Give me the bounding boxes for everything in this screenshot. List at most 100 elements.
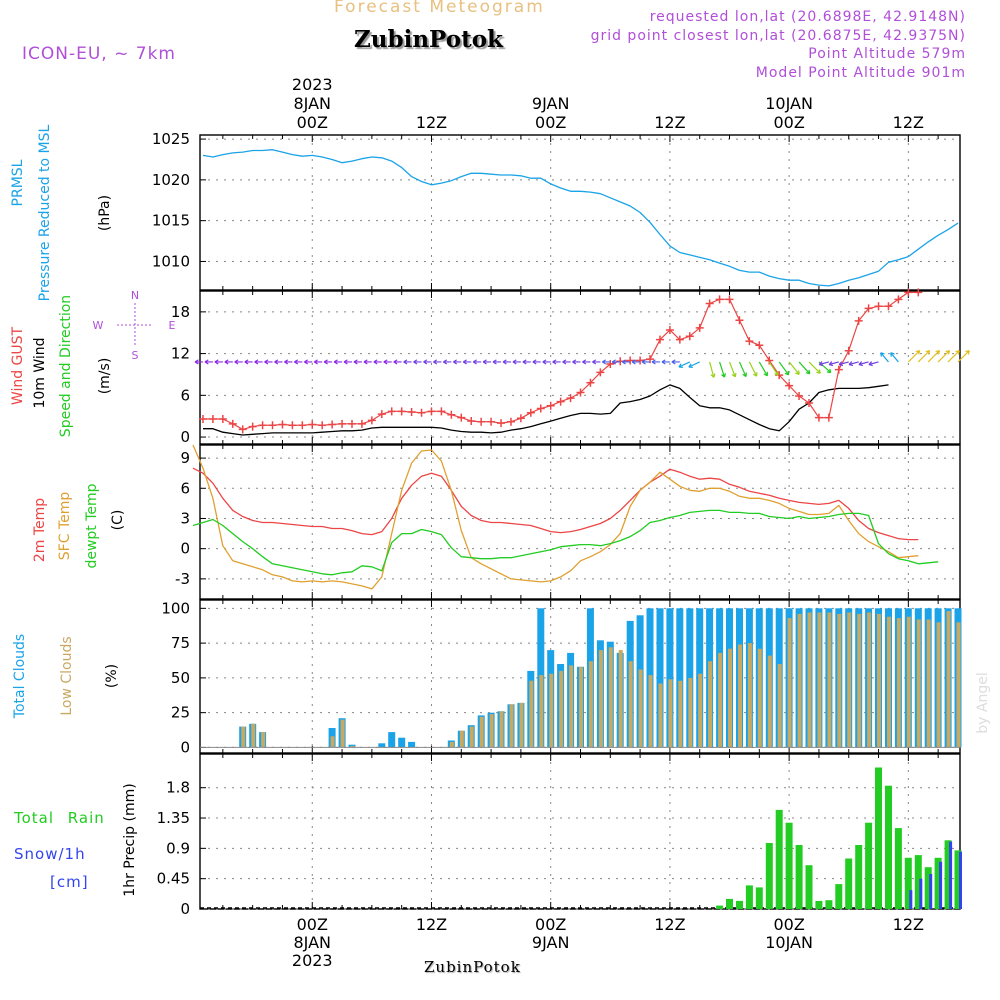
low-cloud-bar (350, 746, 355, 748)
bottom-time-label: 00Z (297, 915, 328, 934)
temp-dewpt-line (192, 509, 939, 576)
low-cloud-bar (837, 613, 842, 748)
top-time-label: 00Z (297, 113, 328, 132)
bottom-time-label: 8JAN (293, 933, 331, 952)
wind-gust-marker (417, 408, 426, 417)
pressure-ytick-label: 1020 (152, 171, 190, 189)
wind-gust-marker (427, 407, 436, 416)
wind-gust-marker (487, 417, 496, 426)
footer-station: ZubinPotok (424, 958, 521, 976)
snow-bar (949, 841, 953, 909)
rain-bar (755, 887, 763, 909)
low-cloud-bar (827, 612, 832, 748)
wind-gust-marker (367, 416, 376, 425)
wind-direction-arrow (194, 359, 203, 365)
top-time-label: 12Z (893, 113, 924, 132)
wind-direction-arrow (641, 359, 651, 365)
low-cloud-bar (926, 619, 931, 748)
wind-direction-arrow (462, 359, 472, 365)
rain-bar (835, 884, 843, 909)
wind-direction-arrow (254, 359, 263, 365)
low-cloud-bar (449, 741, 454, 748)
rain-bar (875, 767, 882, 909)
low-cloud-bar (261, 732, 266, 748)
wind-gust-marker (526, 408, 535, 417)
wind-10m-line (203, 384, 889, 436)
wind-gust-marker (814, 413, 823, 422)
clouds-ytick-label: 25 (171, 704, 190, 722)
wind-direction-arrow (621, 359, 631, 365)
wind-direction-arrow (818, 361, 830, 367)
low-cloud-bar (757, 648, 762, 748)
low-cloud-bar (668, 679, 673, 748)
low-cloud-bar (728, 648, 732, 748)
wind-gust-marker (457, 413, 466, 422)
wind-gust-marker (824, 413, 833, 422)
rain-bar (924, 867, 932, 909)
model-label: ICON-EU, ~ 7km (22, 44, 176, 64)
low-cloud-bar (877, 613, 881, 748)
wind-direction-arrow (552, 359, 561, 365)
wind-gust-marker (477, 417, 486, 426)
wind-panel-frame (199, 290, 961, 445)
wind-direction-arrow (709, 361, 716, 378)
low-cloud-bar (867, 612, 872, 748)
rain-bar (775, 809, 783, 909)
wind-direction-arrow (611, 359, 621, 365)
wind-ytick-label: 12 (171, 345, 190, 363)
low-cloud-bar (956, 622, 961, 748)
wind-direction-arrow (678, 361, 691, 368)
wind-direction-arrow (738, 361, 747, 378)
wind-gust-marker (566, 394, 575, 403)
wind-gust-marker (874, 302, 883, 311)
rain-bar (785, 822, 793, 909)
wind-gust-marker (516, 414, 525, 423)
wind-gust-marker (497, 419, 506, 428)
wind-gust-marker (348, 419, 356, 428)
wind-direction-arrow (442, 359, 452, 365)
wind-gust-marker (447, 410, 456, 419)
total-cloud-bar (656, 608, 664, 748)
wind-direction-arrow (343, 359, 353, 365)
wind-gust-line (203, 291, 919, 430)
wind-gust-marker (198, 414, 207, 423)
wind-direction-arrow (661, 359, 670, 365)
wind-direction-arrow (512, 359, 521, 365)
pressure-ytick-label: 1025 (152, 130, 190, 148)
clouds-ytick-label: 100 (161, 599, 190, 617)
wind-direction-arrow (631, 359, 641, 365)
wind-gust-marker (298, 421, 307, 430)
compass-cross (117, 303, 153, 347)
low-cloud-bar (887, 616, 891, 748)
wind-gust-marker (467, 417, 476, 426)
wind-direction-arrow (234, 359, 243, 365)
low-cloud-bar (718, 652, 723, 748)
low-cloud-bar (787, 618, 792, 748)
low-cloud-bar (579, 666, 583, 748)
wind-gust-marker (357, 419, 366, 428)
product-title: Forecast Meteogram (334, 0, 545, 17)
temp-ytick-label: -3 (175, 570, 190, 588)
pressure-ytick-label: 1015 (152, 212, 190, 230)
low-cloud-bar (539, 675, 544, 748)
temp-sfc-line (192, 444, 919, 590)
wind-direction-arrow (204, 359, 213, 365)
wind-direction-arrow (452, 359, 462, 365)
low-cloud-bar (588, 661, 593, 748)
wind-direction-arrow (917, 350, 931, 363)
low-cloud-bar (489, 714, 494, 748)
wind-gust-marker (546, 401, 555, 410)
wind-gust-marker (884, 302, 893, 311)
top-time-label: 2023 (292, 75, 333, 94)
wind-direction-arrow (244, 359, 253, 365)
total-cloud-bar (388, 732, 396, 748)
precip-ytick-label: 0.9 (166, 839, 190, 857)
pressure-ytick-label: 1010 (152, 252, 190, 270)
precip-ytick-label: 0 (180, 900, 190, 918)
wind-direction-arrow (582, 359, 591, 365)
wind-gust-marker (665, 325, 674, 334)
rain-bar (885, 785, 892, 909)
wind-direction-arrow (880, 352, 889, 363)
wind-direction-arrow (333, 359, 343, 365)
wind-gust-marker (258, 421, 267, 430)
